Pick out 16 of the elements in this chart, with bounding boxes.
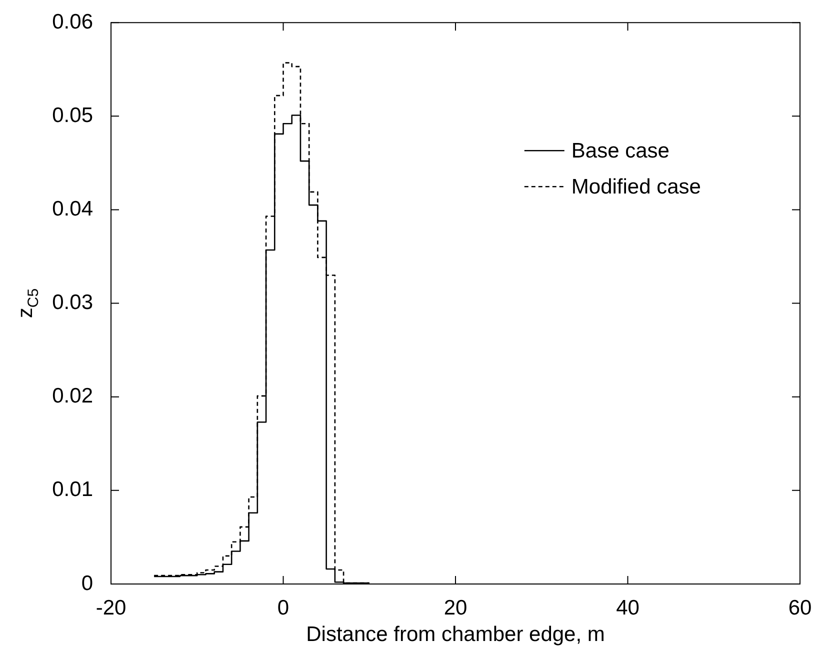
x-tick-label: 0 [277,596,290,620]
x-tick-label: 60 [788,596,812,620]
y-tick-label: 0.01 [52,478,93,502]
legend-label: Base case [571,139,670,162]
y-tick-label: 0.03 [52,291,93,314]
y-tick-label: 0.06 [52,10,93,34]
y-axis-title: zC5 [14,288,42,318]
x-tick-label: 20 [444,596,468,620]
x-tick-label: 40 [616,596,640,620]
x-axis-title: Distance from chamber edge, m [306,623,605,646]
legend-label: Modified case [571,175,701,198]
y-tick-label: 0.02 [52,384,93,408]
y-tick-label: 0.04 [52,198,94,221]
y-tick-label: 0.05 [52,104,93,127]
x-tick-label: -20 [96,596,126,620]
y-tick-label: 0 [81,572,93,595]
